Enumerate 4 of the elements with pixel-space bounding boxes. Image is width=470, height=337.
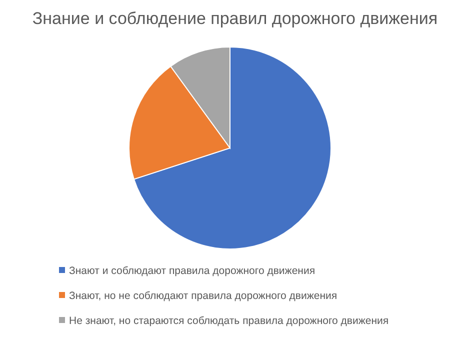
chart-title: Знание и соблюдение правил дорожного движения [32,9,438,28]
legend-label: Не знают, но стараются соблюдать правила дорожного движения [69,315,389,327]
legend-label: Знают, но не соблюдают правила дорожного движения [69,290,338,302]
legend-label: Знают и соблюдают правила дорожного движения [69,265,316,277]
